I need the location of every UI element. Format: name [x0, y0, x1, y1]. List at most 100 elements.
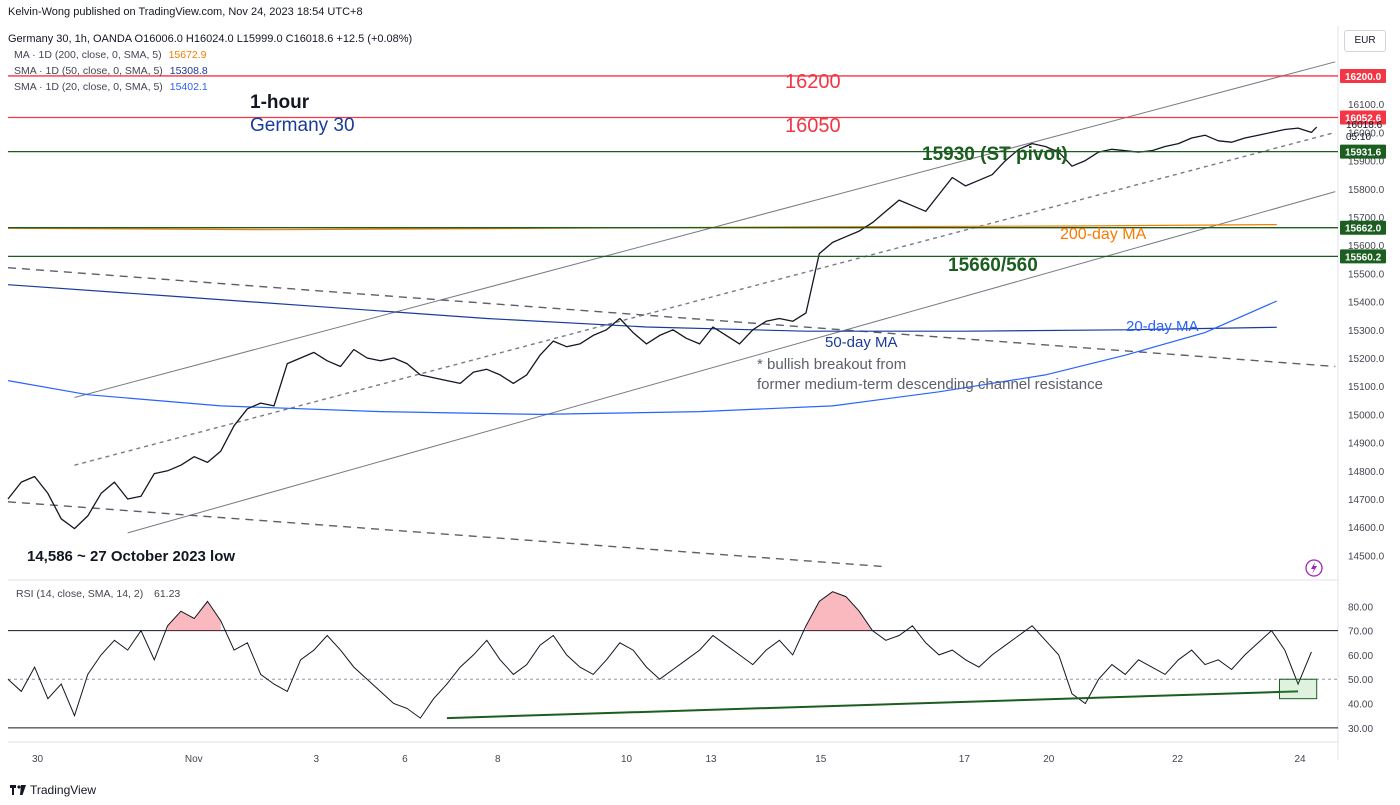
indicator-label: SMA · 1D (50, close, 0, SMA, 5) [14, 65, 163, 77]
rsi-pane: 80.00 70.00 60.00 50.00 40.00 30.00 RSI (14, c… [7, 588, 1373, 735]
ma-line-1 [7, 284, 1277, 332]
price-label-badge [1340, 68, 1386, 83]
price-tick-label: 15100.0 [1348, 382, 1385, 393]
annotation-text: 1-hour [250, 92, 310, 113]
tradingview-logo-icon [10, 785, 26, 795]
time-tick-label: 10 [621, 754, 633, 765]
time-tick-label: 13 [705, 754, 717, 765]
price-tick-label: 14600.0 [1348, 523, 1385, 534]
trendline-1 [74, 131, 1336, 466]
trendline-4 [7, 501, 886, 568]
trendline-2 [127, 191, 1336, 534]
time-tick-label: 8 [495, 754, 501, 765]
indicator-value: 15672.9 [168, 49, 207, 61]
last-price-label: 16018.6 [1346, 120, 1383, 131]
annotation-text: former medium-term descending channel re… [757, 376, 1103, 393]
price-tick-label: 15900.0 [1348, 157, 1385, 168]
price-label-badge [1340, 220, 1386, 235]
time-tick-label: 20 [1043, 754, 1055, 765]
price-tick-label: 14900.0 [1348, 439, 1385, 450]
annotation-text: 15930 (ST pivot) [922, 144, 1068, 165]
time-tick-label: 15 [815, 754, 827, 765]
annotation-text: * bullish breakout from [757, 356, 906, 373]
publisher-line: Kelvin-Wong published on TradingView.com… [8, 6, 363, 18]
rsi-tick-label: 70.00 [1348, 627, 1373, 638]
price-tick-label: 15200.0 [1348, 354, 1385, 365]
annotation-text: 50-day MA [825, 334, 898, 351]
price-tick-label: 14800.0 [1348, 467, 1385, 478]
annotation-text: 20-day MA [1126, 318, 1199, 335]
price-label-text: 16200.0 [1345, 72, 1382, 83]
price-label-text: 15560.2 [1345, 252, 1382, 263]
time-tick-label: 3 [313, 754, 319, 765]
price-label-text: 16052.6 [1345, 114, 1382, 125]
price-tick-label: 16100.0 [1348, 100, 1385, 111]
rsi-tick-label: 30.00 [1348, 724, 1373, 735]
indicator-sma-20[interactable]: SMA · 1D (20, close, 0, SMA, 5) 15402.1 [14, 81, 208, 93]
time-axis[interactable]: 30 Nov 3 6 8 10 13 15 17 20 22 24 [32, 754, 1306, 765]
price-tick-label: 15500.0 [1348, 269, 1385, 280]
flash-icon-bolt [1311, 562, 1317, 574]
time-tick-label: Nov [185, 754, 203, 765]
rsi-value: 61.23 [154, 588, 180, 600]
price-tick-label: 15800.0 [1348, 185, 1385, 196]
flash-icon-circle [1305, 559, 1323, 577]
indicator-sma-50[interactable]: SMA · 1D (50, close, 0, SMA, 5) 15308.8 [14, 65, 208, 77]
annotation-text: 14,586 ~ 27 October 2023 low [27, 548, 235, 565]
time-tick-label: 24 [1294, 754, 1306, 765]
rsi-line [7, 591, 1312, 719]
price-tick-label: 15000.0 [1348, 410, 1385, 421]
indicator-label: SMA · 1D (20, close, 0, SMA, 5) [14, 81, 163, 93]
rsi-label: RSI (14, close, SMA, 14, 2) [16, 588, 143, 600]
indicator-value: 15308.8 [169, 65, 208, 77]
price-tick-label: 14700.0 [1348, 495, 1385, 506]
rsi-overbought-fill [806, 591, 873, 631]
price-tick-label: 15700.0 [1348, 213, 1385, 224]
footer-brand[interactable]: TradingView [10, 783, 96, 797]
indicator-ma-200[interactable]: MA · 1D (200, close, 0, SMA, 5) 15672.9 [14, 49, 207, 61]
symbol-line: Germany 30, 1h, OANDA O16006.0 H16024.0 … [8, 33, 413, 45]
rsi-overbought-fill [167, 601, 221, 631]
price-label-badge [1340, 110, 1386, 125]
horizontal-levels-layer [8, 75, 1338, 258]
price-label-badge [1340, 144, 1386, 159]
annotation-text: 16200 [785, 71, 841, 93]
indicator-label: MA · 1D (200, close, 0, SMA, 5) [14, 49, 162, 61]
rsi-support-line [446, 690, 1299, 720]
trendline-3 [7, 267, 1336, 368]
price-tick-label: 15300.0 [1348, 326, 1385, 337]
price-tick-label: 15400.0 [1348, 298, 1385, 309]
rsi-tick-label: 60.00 [1348, 651, 1373, 662]
grid-layer [8, 26, 1339, 760]
price-line [7, 126, 1318, 530]
time-tick-label: 17 [959, 754, 971, 765]
annotation-text: 200-day MA [1060, 226, 1147, 243]
rsi-tick-label: 50.00 [1348, 675, 1373, 686]
price-label-badge [1340, 249, 1386, 264]
price-tick-label: 14500.0 [1348, 551, 1385, 562]
price-axis[interactable]: 16300.016100.016000.015900.015800.015700… [1340, 44, 1386, 563]
time-tick-label: 30 [32, 754, 44, 765]
countdown-label: 05:10 [1346, 132, 1371, 143]
rsi-tick-label: 80.00 [1348, 602, 1373, 613]
rsi-highlight-box [1278, 678, 1318, 700]
currency-button[interactable]: EUR [1344, 30, 1386, 52]
footer-brand-label: TradingView [30, 783, 97, 797]
price-label-text: 15931.6 [1345, 148, 1382, 159]
rsi-tick-label: 40.00 [1348, 700, 1373, 711]
annotation-text: 16050 [785, 115, 841, 137]
annotation-text: 15660/560 [948, 255, 1038, 276]
flash-icon [1305, 559, 1323, 577]
price-label-text: 15662.0 [1345, 224, 1382, 235]
price-tick-label: 15600.0 [1348, 241, 1385, 252]
ma-line-2 [7, 300, 1278, 416]
price-tick-label: 16000.0 [1348, 128, 1385, 139]
indicator-value: 15402.1 [169, 81, 208, 93]
annotation-text: Germany 30 [250, 115, 355, 136]
trendline-layer [7, 61, 1336, 568]
time-tick-label: 6 [402, 754, 408, 765]
price-series-layer [7, 126, 1318, 530]
time-tick-label: 22 [1172, 754, 1184, 765]
